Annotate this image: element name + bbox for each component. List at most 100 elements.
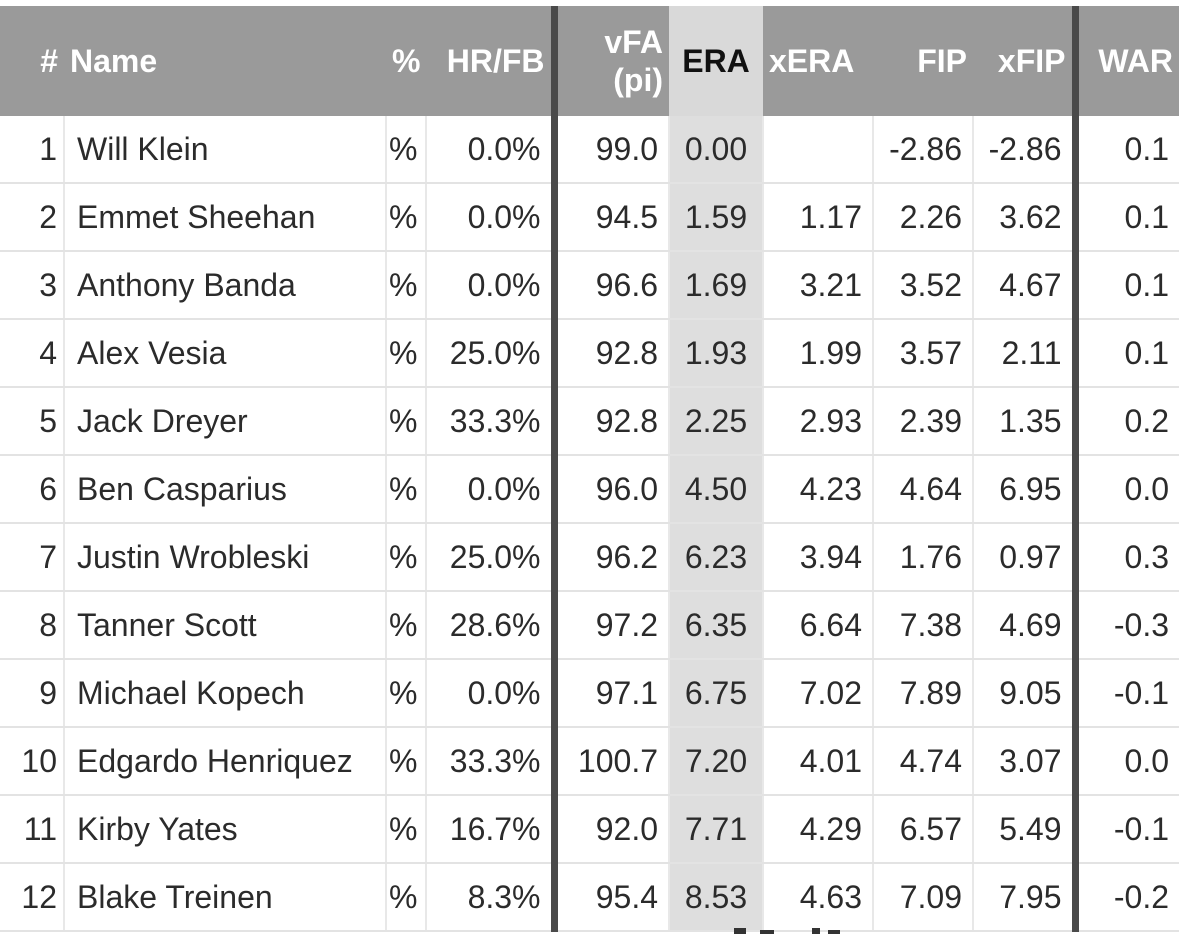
cell-hrfb: 0.0% bbox=[426, 251, 558, 320]
col-header-name[interactable]: Name bbox=[64, 6, 386, 116]
cell-era: 6.23 bbox=[669, 523, 764, 592]
cell-hrfb: 16.7% bbox=[426, 795, 558, 864]
cell-rank: 3 bbox=[0, 251, 65, 320]
cell-xfip: 6.95 bbox=[973, 455, 1079, 524]
cell-xera bbox=[763, 116, 874, 184]
cell-player-name[interactable]: Jack Dreyer bbox=[64, 387, 387, 456]
cell-player-name[interactable]: Edgardo Henriquez bbox=[64, 727, 387, 796]
cell-xera: 4.01 bbox=[763, 727, 874, 796]
cell-pct: % bbox=[386, 523, 427, 592]
cell-player-name[interactable]: Kirby Yates bbox=[64, 795, 387, 864]
cell-pct: % bbox=[386, 183, 427, 252]
cell-xera: 1.99 bbox=[763, 319, 874, 388]
cell-fip: 7.38 bbox=[873, 591, 974, 660]
cell-vfa: 99.0 bbox=[554, 116, 670, 184]
cell-hrfb: 0.0% bbox=[426, 183, 558, 252]
cropped-footer-text bbox=[734, 928, 840, 934]
col-header-vfa-line2: (pi) bbox=[613, 62, 663, 98]
cell-player-name[interactable]: Tanner Scott bbox=[64, 591, 387, 660]
cell-hrfb: 0.0% bbox=[426, 659, 558, 728]
cell-player-name[interactable]: Justin Wrobleski bbox=[64, 523, 387, 592]
cell-xera: 4.63 bbox=[763, 863, 874, 932]
cell-fip: 6.57 bbox=[873, 795, 974, 864]
cell-vfa: 96.6 bbox=[554, 251, 670, 320]
col-header-xfip[interactable]: xFIP bbox=[973, 6, 1079, 116]
cell-pct: % bbox=[386, 251, 427, 320]
cell-war: 0.2 bbox=[1075, 387, 1179, 456]
cell-fip: -2.86 bbox=[873, 116, 974, 184]
cell-player-name[interactable]: Will Klein bbox=[64, 116, 387, 184]
cell-hrfb: 0.0% bbox=[426, 455, 558, 524]
cell-fip: 3.52 bbox=[873, 251, 974, 320]
table-row: 5 Jack Dreyer% 33.3% 92.8 2.25 2.93 2.39 1.35 0.… bbox=[0, 387, 1179, 456]
cell-era: 6.75 bbox=[669, 659, 764, 728]
pitching-stats-table: # Name % HR/FB vFA (pi) ERA xERA FIP xFI… bbox=[0, 6, 1179, 932]
cell-fip: 7.89 bbox=[873, 659, 974, 728]
cell-pct: % bbox=[386, 795, 427, 864]
cell-fip: 2.26 bbox=[873, 183, 974, 252]
cell-war: 0.0 bbox=[1075, 455, 1179, 524]
table-body: 1 Will Klein% 0.0% 99.0 0.00 -2.86 -2.86 0.1 2 Em… bbox=[0, 116, 1179, 932]
cell-era: 4.50 bbox=[669, 455, 764, 524]
cell-player-name[interactable]: Michael Kopech bbox=[64, 659, 387, 728]
col-header-hrfb[interactable]: HR/FB bbox=[426, 6, 558, 116]
cell-xfip: -2.86 bbox=[973, 116, 1079, 184]
cell-xfip: 4.67 bbox=[973, 251, 1079, 320]
cell-player-name[interactable]: Anthony Banda bbox=[64, 251, 387, 320]
cell-rank: 6 bbox=[0, 455, 65, 524]
cell-fip: 3.57 bbox=[873, 319, 974, 388]
cell-war: -0.1 bbox=[1075, 659, 1179, 728]
cell-player-name[interactable]: Ben Casparius bbox=[64, 455, 387, 524]
cell-fip: 7.09 bbox=[873, 863, 974, 932]
cell-xera: 1.17 bbox=[763, 183, 874, 252]
cell-era: 1.93 bbox=[669, 319, 764, 388]
cell-era: 7.71 bbox=[669, 795, 764, 864]
table-row: 12 Blake Treinen% 8.3% 95.4 8.53 4.63 7.09 7.95… bbox=[0, 863, 1179, 932]
cell-xera: 4.29 bbox=[763, 795, 874, 864]
cell-pct: % bbox=[386, 455, 427, 524]
cell-player-name[interactable]: Blake Treinen bbox=[64, 863, 387, 932]
cell-rank: 9 bbox=[0, 659, 65, 728]
cell-vfa: 92.0 bbox=[554, 795, 670, 864]
cell-vfa: 95.4 bbox=[554, 863, 670, 932]
table-row: 7 Justin Wrobleski% 25.0% 96.2 6.23 3.94 1.76 0… bbox=[0, 523, 1179, 592]
cell-hrfb: 0.0% bbox=[426, 116, 558, 184]
table-row: 3 Anthony Banda% 0.0% 96.6 1.69 3.21 3.52 4.67 0… bbox=[0, 251, 1179, 320]
cell-rank: 1 bbox=[0, 116, 65, 184]
cell-hrfb: 25.0% bbox=[426, 319, 558, 388]
table-row: 1 Will Klein% 0.0% 99.0 0.00 -2.86 -2.86 0.1 bbox=[0, 116, 1179, 184]
cell-era: 1.59 bbox=[669, 183, 764, 252]
cell-player-name[interactable]: Alex Vesia bbox=[64, 319, 387, 388]
cell-rank: 10 bbox=[0, 727, 65, 796]
col-header-vfa[interactable]: vFA (pi) bbox=[554, 6, 669, 116]
cell-pct: % bbox=[386, 659, 427, 728]
cell-hrfb: 25.0% bbox=[426, 523, 558, 592]
cell-xfip: 5.49 bbox=[973, 795, 1079, 864]
cell-xera: 2.93 bbox=[763, 387, 874, 456]
table-row: 11 Kirby Yates% 16.7% 92.0 7.71 4.29 6.57 5.49-… bbox=[0, 795, 1179, 864]
cell-pct: % bbox=[386, 387, 427, 456]
cell-xfip: 1.35 bbox=[973, 387, 1079, 456]
col-header-rank[interactable]: # bbox=[0, 6, 64, 116]
col-header-fip[interactable]: FIP bbox=[873, 6, 973, 116]
cell-xera: 7.02 bbox=[763, 659, 874, 728]
cell-xera: 6.64 bbox=[763, 591, 874, 660]
cell-vfa: 96.0 bbox=[554, 455, 670, 524]
col-header-war[interactable]: WAR bbox=[1075, 6, 1179, 116]
cell-era: 8.53 bbox=[669, 863, 764, 932]
cell-era: 1.69 bbox=[669, 251, 764, 320]
col-header-pct[interactable]: % bbox=[386, 6, 426, 116]
cell-rank: 2 bbox=[0, 183, 65, 252]
cell-pct: % bbox=[386, 863, 427, 932]
cell-rank: 4 bbox=[0, 319, 65, 388]
cell-war: 0.0 bbox=[1075, 727, 1179, 796]
cell-rank: 12 bbox=[0, 863, 65, 932]
col-header-xera[interactable]: xERA bbox=[763, 6, 873, 116]
cell-player-name[interactable]: Emmet Sheehan bbox=[64, 183, 387, 252]
col-header-era[interactable]: ERA bbox=[669, 6, 763, 116]
col-header-vfa-line1: vFA bbox=[604, 24, 663, 60]
cell-war: 0.1 bbox=[1075, 116, 1179, 184]
cell-vfa: 97.1 bbox=[554, 659, 670, 728]
cell-xfip: 2.11 bbox=[973, 319, 1079, 388]
cell-pct: % bbox=[386, 116, 427, 184]
